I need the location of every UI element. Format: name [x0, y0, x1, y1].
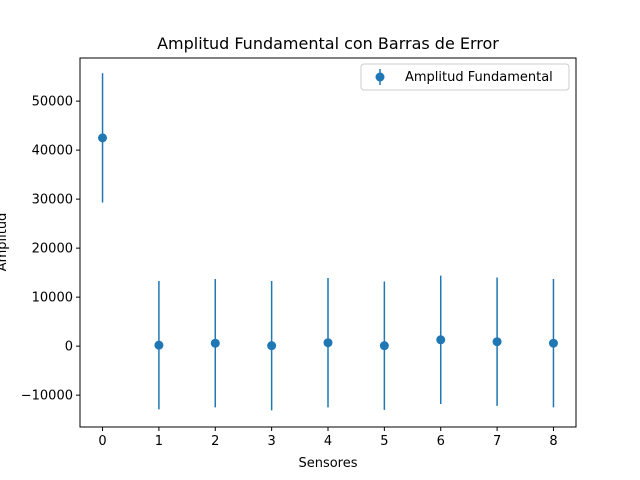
y-tick-label: 30000 — [32, 193, 73, 208]
legend-label: Amplitud Fundamental — [405, 70, 553, 85]
data-point — [267, 341, 277, 351]
x-axis: 0 1 2 3 4 5 6 7 8 — [98, 427, 558, 449]
data-point — [210, 338, 220, 348]
y-tick-label: 10000 — [32, 291, 73, 306]
x-tick-label: 2 — [211, 434, 219, 449]
x-tick-label: 4 — [324, 434, 332, 449]
x-tick-label: 1 — [155, 434, 163, 449]
legend-point-marker — [375, 72, 385, 82]
y-tick-label: 20000 — [32, 242, 73, 257]
y-tick-label: 0 — [65, 340, 73, 355]
legend-box — [360, 63, 570, 91]
y-tick-label: 40000 — [32, 144, 73, 159]
x-tick-label: 7 — [493, 434, 501, 449]
x-tick-label: 8 — [549, 434, 557, 449]
y-tick-label: −10000 — [21, 389, 73, 404]
data-point — [436, 335, 446, 345]
x-tick-label: 5 — [380, 434, 388, 449]
x-tick-label: 6 — [437, 434, 445, 449]
data-point — [98, 133, 108, 143]
data-point — [154, 340, 164, 350]
x-tick-label: 0 — [98, 434, 106, 449]
data-point — [492, 337, 502, 347]
plot-marks — [98, 73, 558, 411]
data-point — [548, 338, 558, 348]
legend: Amplitud Fundamental — [360, 63, 570, 91]
y-axis: −10000 0 10000 20000 30000 40000 50000 — [21, 95, 80, 404]
chart-title: Amplitud Fundamental con Barras de Error — [157, 34, 499, 53]
y-axis-label: Amplitud — [0, 213, 10, 272]
x-axis-label: Sensores — [298, 456, 357, 471]
data-point — [323, 338, 333, 348]
x-tick-label: 3 — [267, 434, 275, 449]
data-point — [379, 341, 389, 351]
y-tick-label: 50000 — [32, 95, 73, 110]
